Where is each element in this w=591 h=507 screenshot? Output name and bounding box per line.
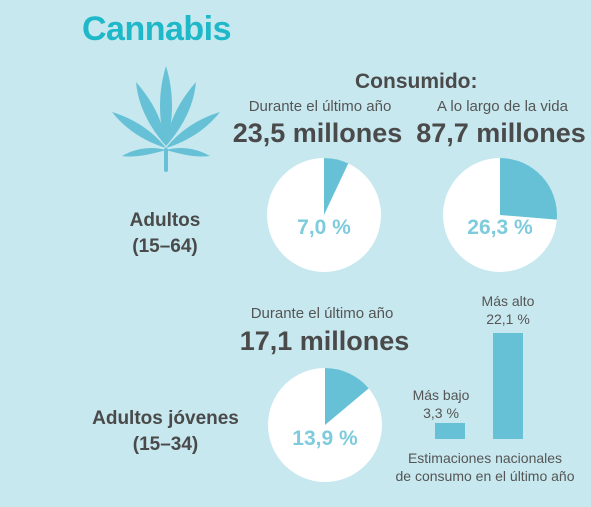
adults-age-range: (15–64) <box>132 236 198 257</box>
young-last-year-label: Durante el último año <box>250 305 394 322</box>
pie-slice-lifetime <box>500 158 557 220</box>
pie-percent-label: 13,9 % <box>292 427 358 450</box>
page-title: Cannabis <box>82 10 232 48</box>
bar-high-value: 22,1 % <box>486 311 530 327</box>
young-age-range: (15–34) <box>132 434 199 455</box>
bar-high-label: Más alto <box>481 293 535 309</box>
pie-slice-last-year <box>324 158 349 215</box>
bar-high-caption: Más alto 22,1 % <box>472 292 544 328</box>
bar-high <box>493 333 523 439</box>
bars-caption-line1: Estimaciones nacionales <box>407 450 563 466</box>
adults-last-year-label: Durante el último año <box>248 98 392 115</box>
pie-percent-label: 7,0 % <box>297 216 351 239</box>
pie-slice-young-last-year <box>325 368 369 425</box>
bar-low-label: Más bajo <box>412 387 470 403</box>
adults-lifetime-amount: 87,7 millones <box>416 118 586 148</box>
bar-low-caption: Más bajo 3,3 % <box>412 386 470 422</box>
young-group-label: Adultos jóvenes (15–34) <box>78 406 253 458</box>
consumed-heading: Consumido: <box>355 70 478 93</box>
adults-group-label: Adultos (15–64) <box>90 208 240 260</box>
pie-percent-label: 26,3 % <box>467 216 533 239</box>
adults-last-year-pie: 7,0 % <box>267 158 381 272</box>
bars-caption-line2: de consumo en el último año <box>395 468 575 484</box>
bars-caption: Estimaciones nacionales de consumo en el… <box>385 449 585 485</box>
adults-last-year-amount: 23,5 millones <box>232 118 403 148</box>
bar-low <box>435 423 465 439</box>
young-last-year-amount: 17,1 millones <box>239 326 410 356</box>
young-group-name: Adultos jóvenes <box>92 408 239 429</box>
bar-low-value: 3,3 % <box>423 405 459 421</box>
adults-group-name: Adultos <box>129 210 201 231</box>
young-last-year-pie: 13,9 % <box>268 368 382 482</box>
adults-lifetime-label: A lo largo de la vida <box>437 98 568 115</box>
cannabis-leaf-icon <box>112 66 220 172</box>
adults-lifetime-pie: 26,3 % <box>443 158 557 272</box>
